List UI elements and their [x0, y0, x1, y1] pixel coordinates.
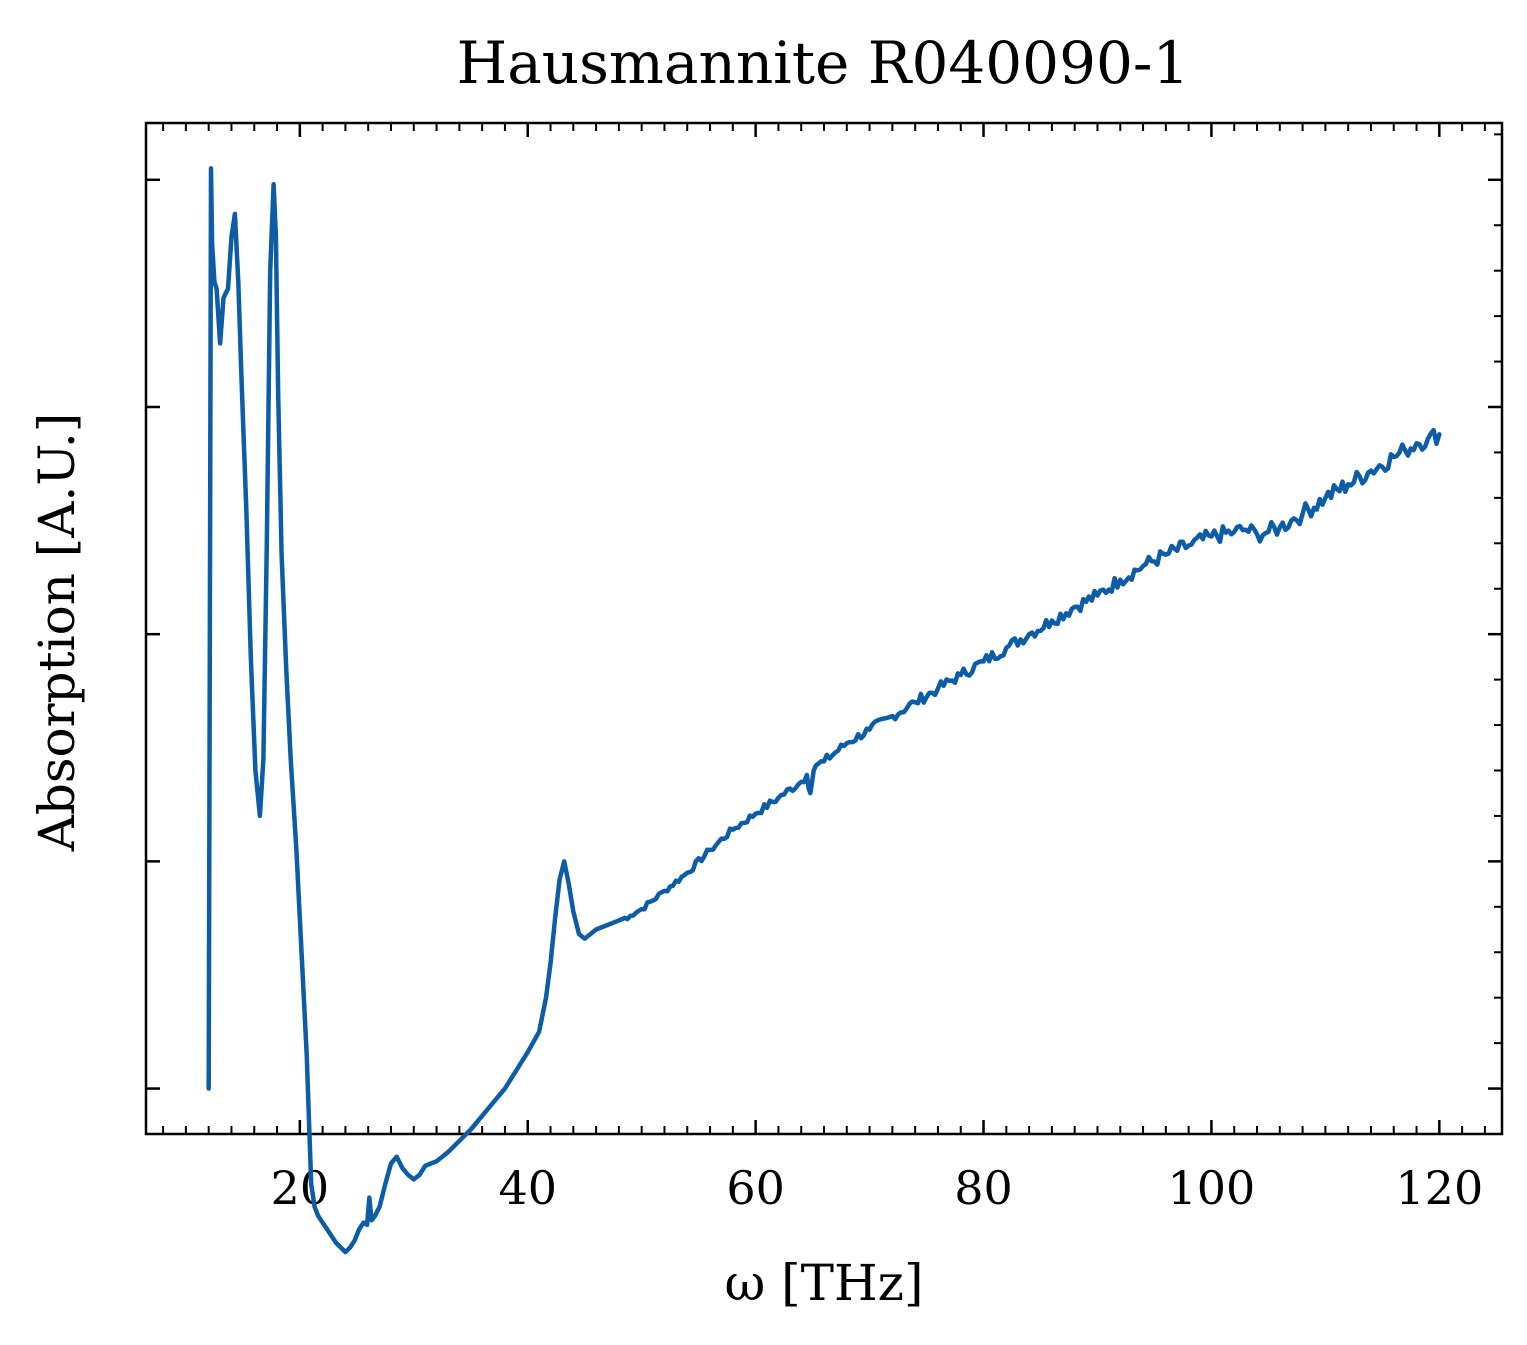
x-tick-label: 20 [271, 1161, 330, 1215]
plot-frame [144, 121, 1504, 1136]
y-axis-label: Absorption [A.U.] [28, 413, 86, 853]
chart-title: Hausmannite R040090-1 [457, 29, 1190, 97]
x-tick-label: 100 [1168, 1161, 1256, 1215]
x-axis-label: ω [THz] [725, 1254, 924, 1312]
x-tick-label: 60 [726, 1161, 785, 1215]
absorption-series-line [206, 166, 1442, 1255]
plot-area: 20 40 60 80 100 120 [144, 121, 1504, 1255]
minor-ticks [162, 123, 1502, 1135]
x-tick-labels: 20 40 60 80 100 120 [271, 1161, 1484, 1215]
x-tick-label: 120 [1395, 1161, 1483, 1215]
major-ticks [146, 123, 1502, 1134]
x-tick-label: 40 [498, 1161, 557, 1215]
x-tick-label: 80 [954, 1161, 1013, 1215]
